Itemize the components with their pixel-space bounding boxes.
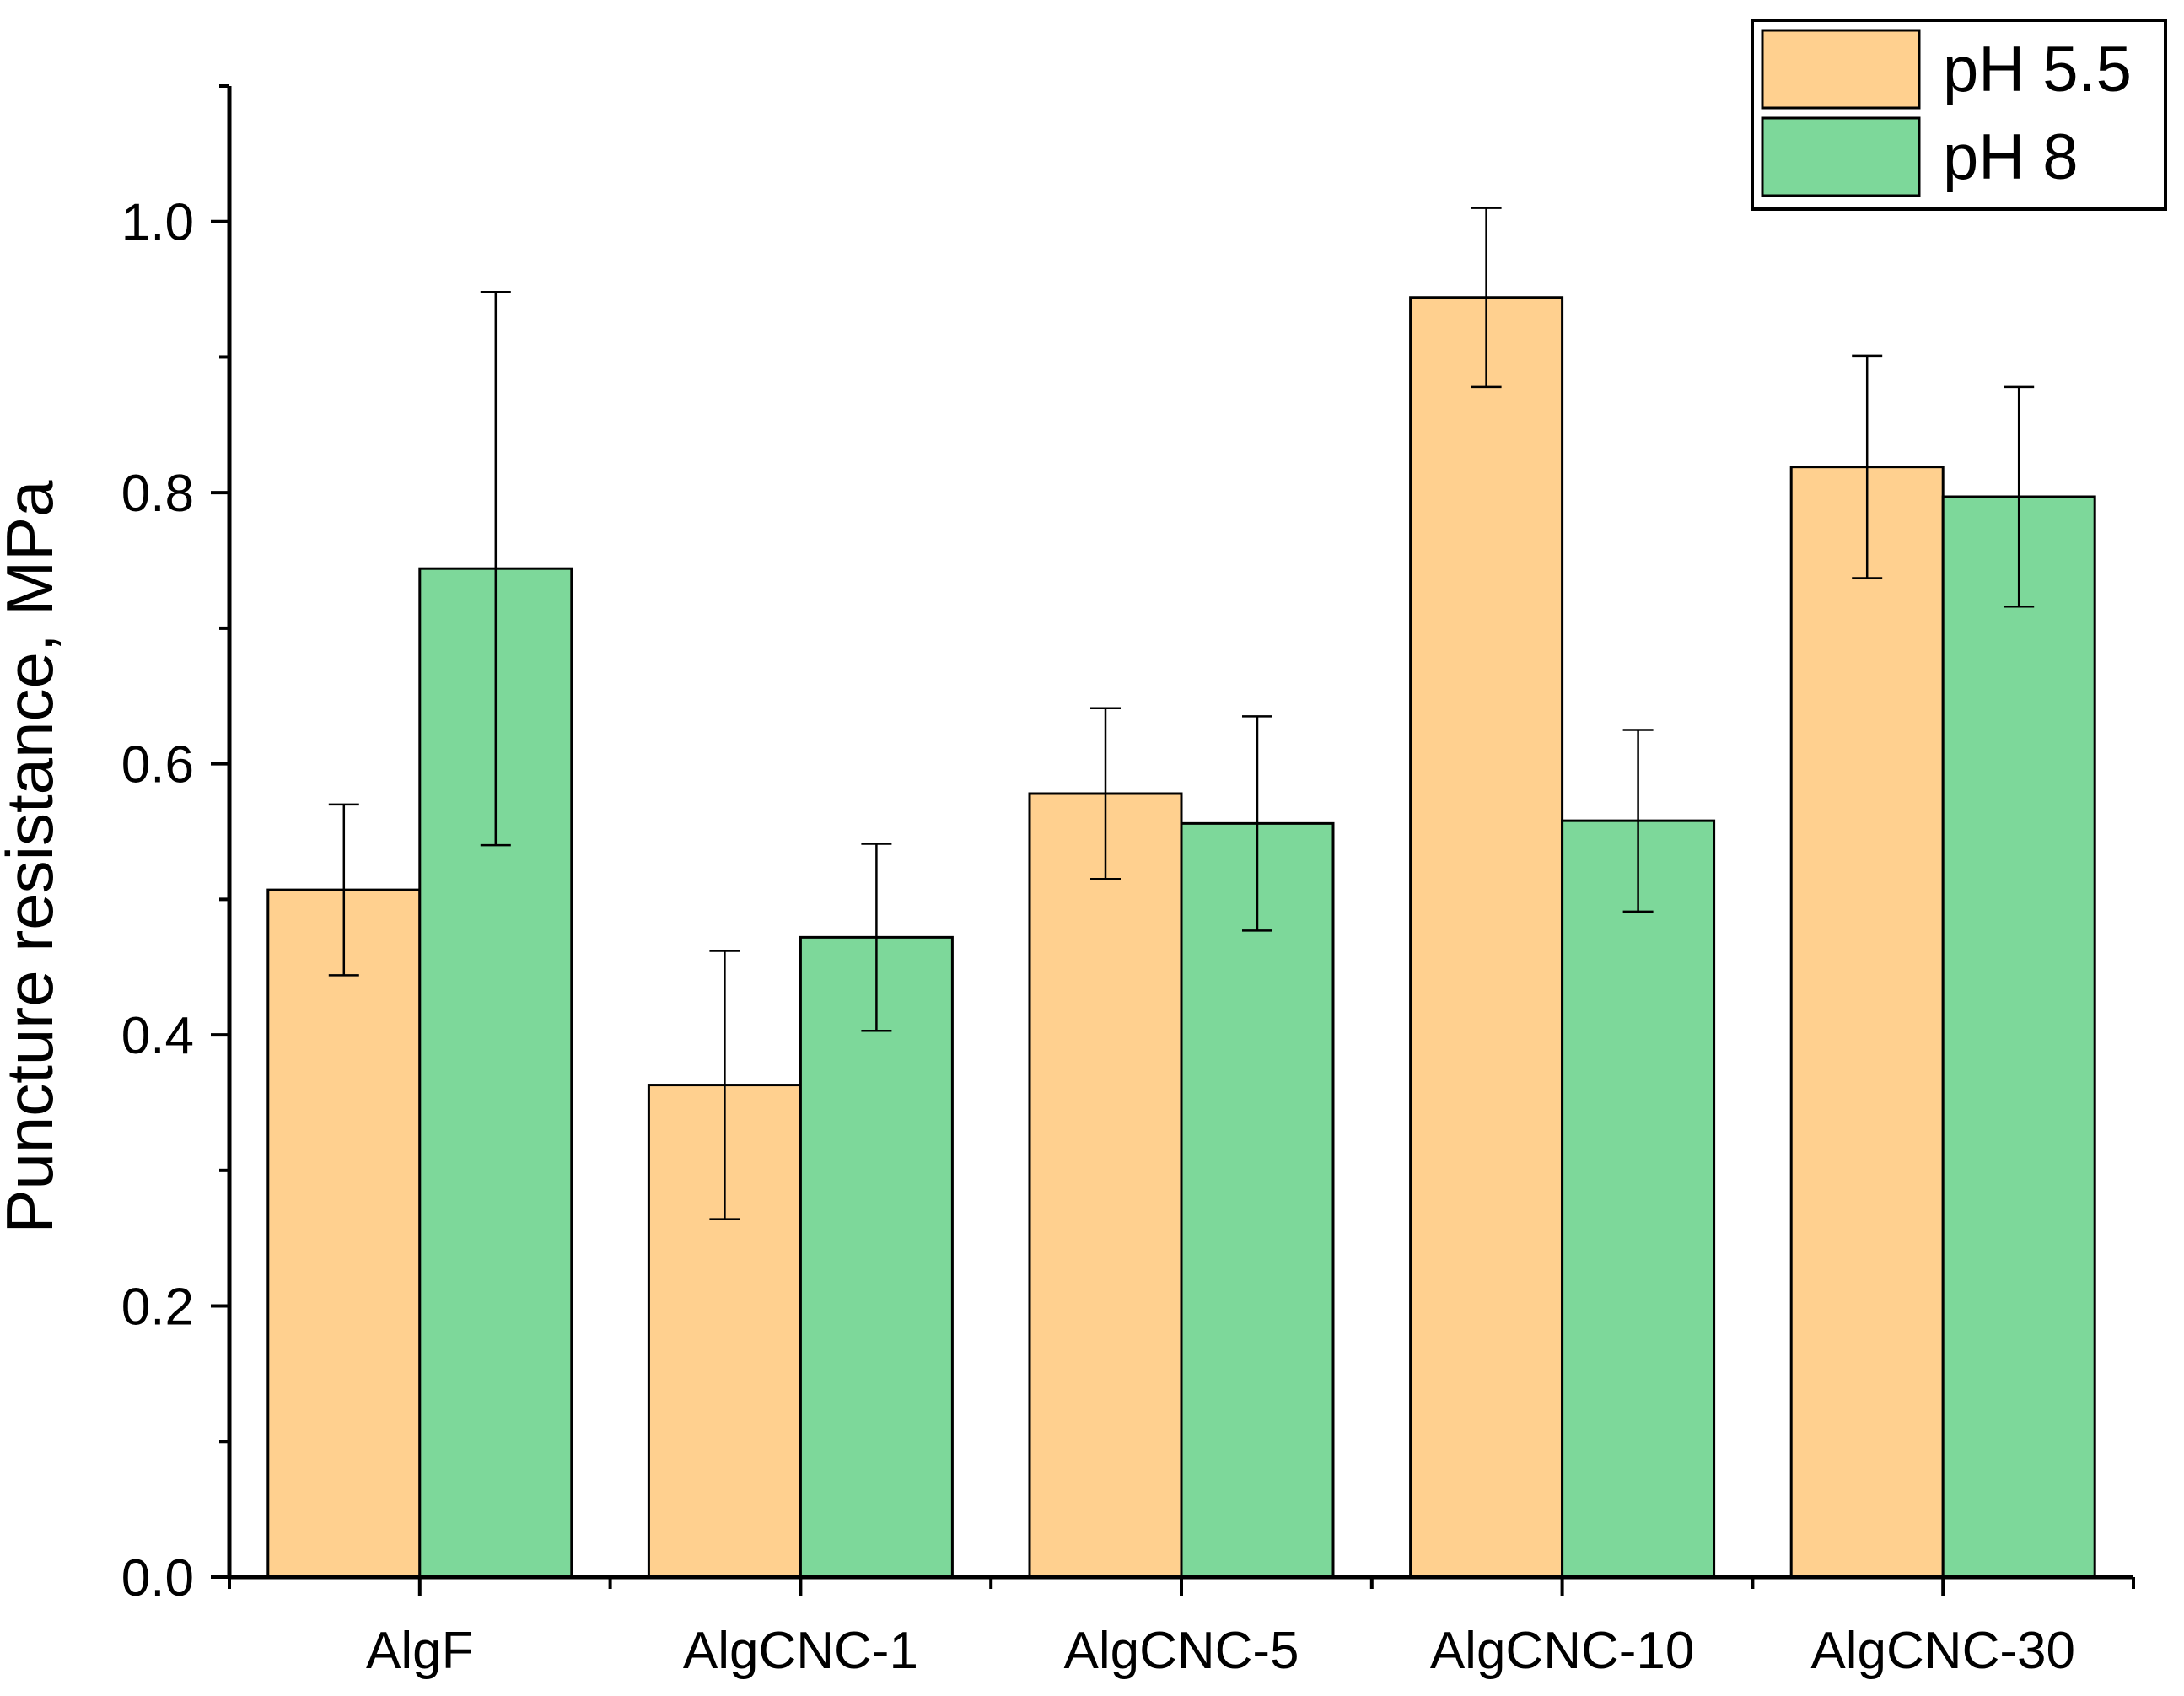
error-bar-ph-8-algf — [480, 291, 511, 847]
x-tick-label: AlgF — [366, 1622, 473, 1680]
error-bar-ph-8-algcnc-5 — [1242, 715, 1272, 932]
legend-swatch — [1761, 29, 1921, 110]
y-tick-label: 1.0 — [121, 194, 194, 252]
bar-ph-8-algcnc-1 — [799, 935, 954, 1579]
bar-ph-5-5-algcnc-10 — [1409, 296, 1564, 1579]
legend-label: pH 8 — [1943, 121, 2079, 193]
y-tick-label: 0.6 — [121, 736, 194, 794]
y-axis-title: Puncture resistance, MPa — [0, 480, 67, 1234]
bar-ph-5-5-algcnc-5 — [1028, 792, 1183, 1579]
bar-ph-8-algcnc-5 — [1180, 821, 1335, 1579]
bars-layer — [266, 296, 2096, 1579]
error-bar-ph-8-algcnc-10 — [1622, 729, 1654, 913]
x-tick-label: AlgCNC-1 — [683, 1622, 918, 1680]
x-tick-label: AlgCNC-30 — [1810, 1622, 2075, 1680]
bar-ph-5-5-algcnc-30 — [1789, 466, 1945, 1579]
y-tick-label: 0.2 — [121, 1279, 194, 1337]
y-tick-label: 0.0 — [121, 1549, 194, 1607]
x-tick-label: AlgCNC-5 — [1063, 1622, 1299, 1680]
y-tick-label: 0.8 — [121, 465, 194, 523]
error-bar-ph-5-5-algcnc-30 — [1852, 354, 1883, 579]
y-tick-label: 0.4 — [121, 1007, 194, 1065]
bar-ph-5-5-algf — [266, 888, 422, 1579]
x-tick-label: AlgCNC-10 — [1430, 1622, 1695, 1680]
error-bar-ph-5-5-algcnc-10 — [1471, 207, 1502, 389]
error-bar-ph-5-5-algcnc-1 — [709, 950, 740, 1220]
bar-ph-8-algcnc-10 — [1561, 819, 1716, 1579]
error-bar-ph-5-5-algcnc-5 — [1090, 707, 1121, 880]
error-bar-ph-8-algcnc-30 — [2004, 385, 2035, 608]
bar-ph-8-algcnc-30 — [1941, 495, 2096, 1579]
legend-swatch — [1761, 116, 1921, 197]
error-bar-ph-8-algcnc-1 — [861, 843, 892, 1032]
error-bar-ph-5-5-algf — [328, 803, 359, 977]
error-bars-layer — [328, 207, 2035, 1220]
axes-layer: AlgF AlgCNC-1 AlgCNC-5 AlgCNC-10 AlgCNC-30 0.… — [121, 84, 2135, 1680]
legend-label: pH 5.5 — [1943, 34, 2132, 105]
legend: pH 5.5 pH 8 — [1751, 19, 2167, 211]
